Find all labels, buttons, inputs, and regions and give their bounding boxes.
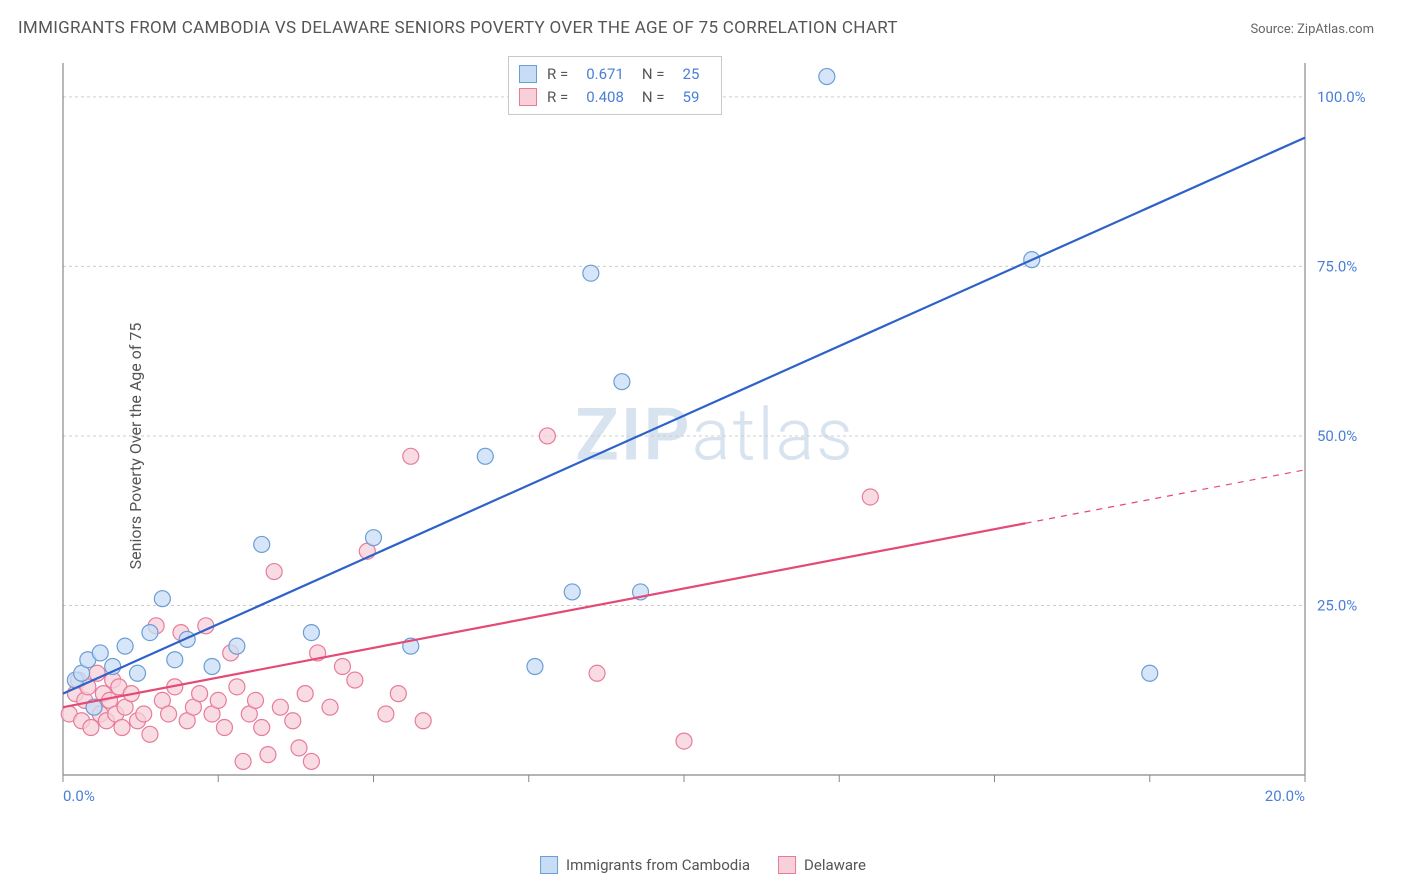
r-value: 0.671 — [586, 63, 624, 86]
grid — [63, 97, 1305, 606]
legend-item-cambodia: Immigrants from Cambodia — [540, 856, 750, 874]
svg-text:0.0%: 0.0% — [63, 787, 95, 805]
legend-swatch-delaware — [778, 856, 796, 874]
n-value: 25 — [683, 63, 700, 86]
r-value: 0.408 — [586, 86, 624, 109]
correlation-legend: R = 0.671 N = 25 R = 0.408 N = 59 — [508, 56, 722, 115]
chart-title: IMMIGRANTS FROM CAMBODIA VS DELAWARE SEN… — [18, 18, 898, 38]
legend-item-delaware: Delaware — [778, 856, 866, 874]
scatter-plot: 25.0% 50.0% 75.0% 100.0% 0.0% 20.0% — [55, 55, 1375, 815]
n-label: N = — [642, 63, 665, 86]
chart-area: ZIPatlas 25.0%50.0%75.0%100.0% 0.0%20.0% — [55, 55, 1375, 815]
legend-label: Delaware — [804, 856, 866, 874]
svg-text:20.0%: 20.0% — [1265, 787, 1305, 805]
source-label: Source: — [1250, 22, 1293, 37]
svg-text:50.0%: 50.0% — [1317, 427, 1357, 445]
svg-text:25.0%: 25.0% — [1317, 596, 1357, 614]
trend-lines — [63, 138, 1305, 708]
n-label: N = — [642, 86, 665, 109]
axes — [63, 63, 1305, 782]
svg-text:75.0%: 75.0% — [1317, 257, 1357, 275]
svg-text:100.0%: 100.0% — [1317, 88, 1366, 106]
r-label: R = — [547, 86, 568, 109]
scatter-points — [61, 69, 1158, 770]
n-value: 59 — [683, 86, 700, 109]
legend-label: Immigrants from Cambodia — [566, 856, 750, 874]
y-tick-labels: 25.0% 50.0% 75.0% 100.0% — [1317, 88, 1366, 615]
source-name: ZipAtlas.com — [1297, 22, 1374, 37]
r-label: R = — [547, 63, 568, 86]
legend-row-cambodia: R = 0.671 N = 25 — [519, 63, 707, 86]
source-attribution: Source: ZipAtlas.com — [1250, 22, 1374, 37]
legend-swatch-cambodia — [519, 65, 537, 83]
x-tick-labels: 0.0% 20.0% — [63, 787, 1305, 805]
series-legend: Immigrants from Cambodia Delaware — [540, 856, 866, 874]
legend-row-delaware: R = 0.408 N = 59 — [519, 86, 707, 109]
legend-swatch-cambodia — [540, 856, 558, 874]
legend-swatch-delaware — [519, 88, 537, 106]
